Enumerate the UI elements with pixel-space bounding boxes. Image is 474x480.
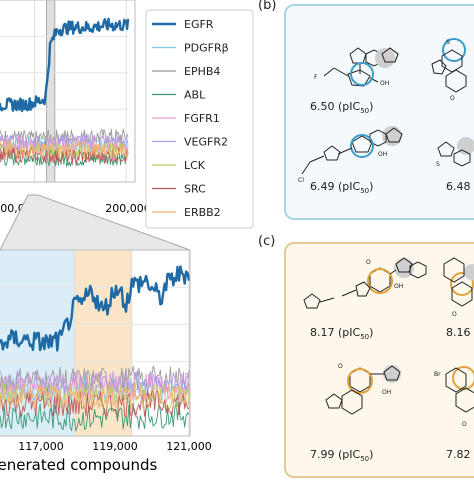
bottom-highlight-blue [0, 250, 75, 436]
molecule-c3: O OH [325, 363, 401, 415]
bottom-tick-label: 117,000 [18, 440, 64, 453]
panel-b-value: 6.49 (pIC50) [310, 180, 373, 195]
svg-text:OH: OH [378, 151, 387, 158]
panel-c-value: 7.82 [446, 448, 471, 461]
top-series [0, 17, 130, 168]
series-line-abl [0, 400, 190, 432]
legend-label: LCK [184, 159, 206, 172]
svg-text:S: S [446, 39, 450, 46]
legend-label: SRC [184, 183, 206, 196]
legend-label: PDGFRβ [184, 42, 229, 55]
panel-b-box: OH F 6.50 (pIC50) S O Cl [284, 4, 474, 220]
series-line-src [0, 390, 190, 418]
svg-text:O: O [452, 311, 457, 318]
legend-label: EPHB4 [184, 65, 220, 78]
bottom-series [0, 265, 191, 432]
panel-c-structures: OH O 8.17 (pIC50) O 8.16 O OH 7.99 (pIC5… [303, 257, 474, 463]
panel-c-value: 8.16 [446, 326, 471, 339]
series-line-vegfr2 [0, 370, 190, 399]
series-line-fgfr1 [0, 371, 190, 401]
molecule-b2: S O [431, 38, 467, 102]
legend-label: EGFR [184, 18, 214, 31]
series-line-erbb2 [0, 382, 189, 409]
top-tick-label: 200,000 [105, 202, 151, 215]
panel-b-value: 6.48 [446, 180, 471, 193]
bottom-tick-label: 121,000 [166, 440, 212, 453]
panel-c-label: (c) [258, 234, 276, 249]
molecule-c4: Br O [434, 366, 474, 428]
bottom-chart: 117,000 119,000 121,000 generated compou… [0, 249, 212, 474]
panel-c-value: 8.17 (pIC50) [310, 326, 373, 341]
legend-label: FGFR1 [184, 112, 220, 125]
panel-b-structures: OH F 6.50 (pIC50) S O Cl [298, 38, 474, 195]
series-line-erbb2 [0, 139, 129, 159]
svg-text:O: O [338, 363, 343, 370]
svg-text:OH: OH [380, 80, 389, 87]
molecule-c1: OH O [303, 257, 427, 309]
panel-c-value: 7.99 (pIC50) [310, 448, 373, 463]
legend: EGFR PDGFRβ EPHB4 ABL FGFR1 VEGFR2 LCK SRC ERBB2 [145, 9, 254, 229]
svg-text:F: F [314, 74, 318, 81]
panel-b-label: (b) [258, 0, 277, 13]
legend-label: ABL [184, 89, 206, 102]
series-line-egfr [0, 17, 130, 113]
bottom-x-ticks: 117,000 119,000 121,000 [18, 440, 212, 453]
molecule-b1: OH F [314, 47, 399, 87]
bottom-tick-label: 119,000 [92, 440, 138, 453]
legend-label: ERBB2 [184, 206, 221, 219]
molecule-c2: O [443, 257, 474, 318]
legend-label: VEGFR2 [184, 136, 228, 149]
molecule-b4: S [436, 137, 474, 168]
svg-text:O: O [450, 95, 455, 102]
series-line-vegfr2 [0, 133, 129, 152]
series-line-ephb4 [0, 128, 129, 146]
panel-c-box: OH O 8.17 (pIC50) O 8.16 O OH 7.99 (pIC5… [284, 242, 474, 478]
legend-items: EGFR PDGFRβ EPHB4 ABL FGFR1 VEGFR2 LCK SRC ERBB2 [152, 18, 229, 219]
svg-text:Cl: Cl [298, 177, 304, 184]
svg-text:O: O [366, 259, 371, 266]
panel-b-value: 6.50 (pIC50) [310, 100, 373, 115]
molecule-b3: Cl OH [298, 126, 403, 184]
svg-text:S: S [436, 161, 440, 168]
svg-text:OH: OH [382, 389, 391, 396]
bottom-x-axis-label: generated compounds [0, 456, 158, 474]
svg-text:OH: OH [394, 283, 403, 290]
svg-text:Br: Br [434, 371, 441, 378]
series-line-egfr [0, 265, 191, 352]
svg-text:O: O [462, 421, 467, 428]
top-chart: 100,000 200,000 [0, 0, 151, 215]
